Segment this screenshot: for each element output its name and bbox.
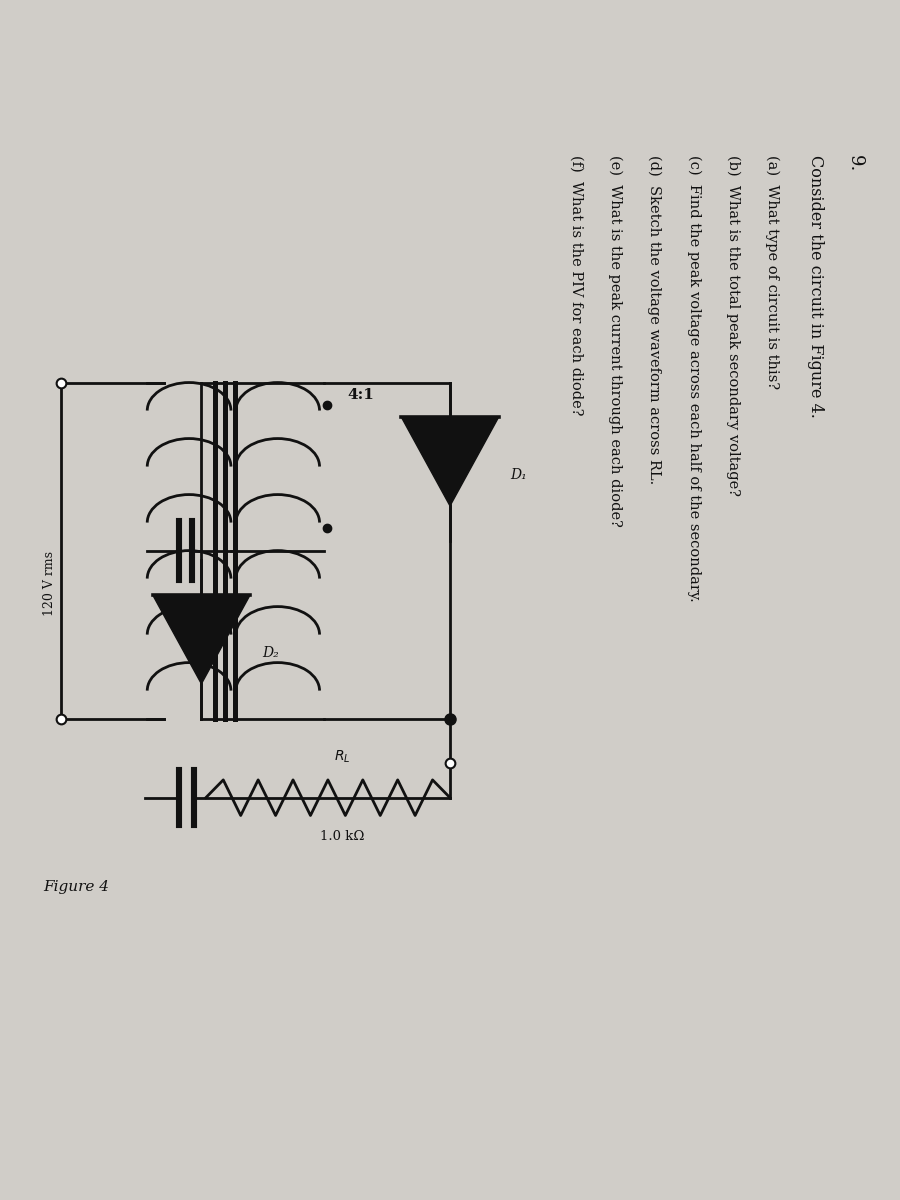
- Text: (d)  Sketch the voltage waveform across RL.: (d) Sketch the voltage waveform across R…: [647, 155, 662, 485]
- Text: (e)  What is the peak current through each diode?: (e) What is the peak current through eac…: [608, 155, 622, 527]
- Text: Figure 4: Figure 4: [43, 880, 109, 894]
- Text: $R_L$: $R_L$: [335, 749, 351, 766]
- Polygon shape: [401, 418, 499, 506]
- Text: 120 V rms: 120 V rms: [43, 551, 56, 616]
- Polygon shape: [153, 595, 250, 684]
- Text: D₁: D₁: [510, 468, 527, 482]
- Text: (c)  Find the peak voltage across each half of the secondary.: (c) Find the peak voltage across each ha…: [687, 155, 701, 602]
- Text: (b)  What is the total peak secondary voltage?: (b) What is the total peak secondary vol…: [726, 155, 741, 497]
- Text: Consider the circuit in Figure 4.: Consider the circuit in Figure 4.: [807, 155, 824, 418]
- Text: 9.: 9.: [845, 155, 863, 173]
- Text: (f)  What is the PIV for each diode?: (f) What is the PIV for each diode?: [569, 155, 583, 415]
- Text: (a)  What type of circuit is this?: (a) What type of circuit is this?: [765, 155, 779, 389]
- Text: 4:1: 4:1: [347, 388, 374, 402]
- Text: D₂: D₂: [262, 646, 278, 660]
- Text: 1.0 kΩ: 1.0 kΩ: [320, 830, 364, 844]
